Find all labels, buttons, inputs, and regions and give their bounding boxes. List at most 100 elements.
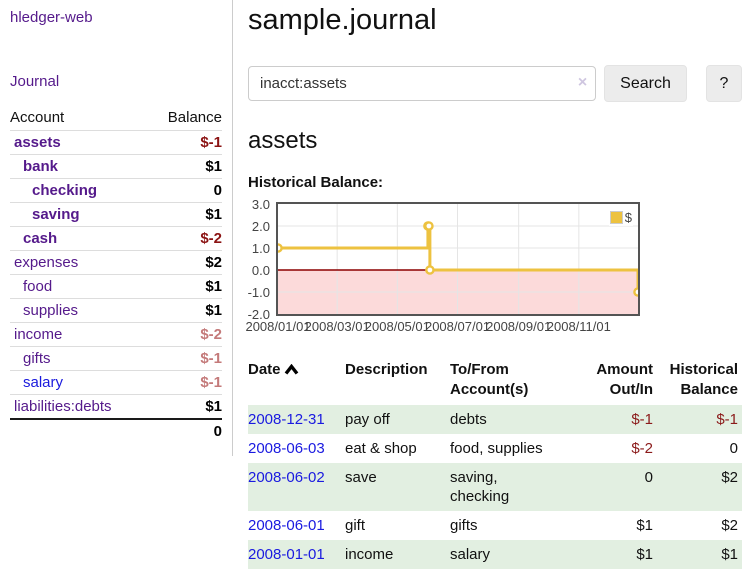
account-balance: $-2 [148,322,222,347]
account-row: saving $1 [10,202,222,227]
accounts-total-balance: 0 [148,418,222,443]
x-tick-label: 2008/11/01 [546,319,611,334]
transaction-description: gift [345,517,366,534]
account-row: supplies $1 [10,298,222,323]
accounts-header-balance: Balance [167,109,222,126]
transaction-amount: $1 [636,517,653,534]
search-form: × Search ? [248,65,742,102]
historical-balance-chart[interactable]: 3.0 2.0 1.0 0.0 -1.0 -2.0 $ 2008/01/01 2008/03… [245,198,742,336]
transaction-date-link[interactable]: 2008-06-01 [248,517,325,534]
account-row: food $1 [10,274,222,299]
x-tick-label: 2008/07/01 [424,319,491,334]
account-heading: assets [248,127,318,154]
register-header-balance: Historical Balance [669,361,738,398]
account-link[interactable]: checking [32,182,98,199]
transaction-description: save [345,469,377,486]
chart-svg [278,204,638,314]
accounts-header-account: Account [10,109,65,126]
chart-data-point [424,221,434,231]
x-tick-label: 2008/09/01 [486,319,552,334]
transaction-accounts: debts [450,411,487,428]
account-row: gifts $-1 [10,346,222,371]
account-balance: $-2 [148,226,222,251]
sidebar: hledger-web Journal Account Balance asse… [0,0,233,456]
y-tick-label: 2.0 [251,219,270,234]
transaction-accounts: food, supplies [450,440,543,457]
account-balance: $1 [148,274,222,299]
account-row: assets $-1 [10,130,222,155]
register-header-date[interactable]: Date [248,358,345,405]
transaction-row: 2008-06-01 gift gifts $1 $2 [248,511,742,540]
account-link[interactable]: assets [14,134,61,151]
legend-swatch-icon [609,211,623,224]
account-link[interactable]: bank [23,158,59,175]
account-row: liabilities:debts $1 [10,394,222,419]
accounts-table: Account Balance assets $-1 bank $1 checking 0… [10,107,222,443]
accounts-total-row: 0 [10,418,222,443]
chart-plot-area[interactable]: $ [276,202,640,316]
transaction-date-link[interactable]: 2008-12-31 [248,411,325,428]
chart-legend: $ [608,209,633,226]
transaction-amount: $1 [636,546,653,563]
x-tick-label: 2008/05/01 [364,319,430,334]
account-row: checking 0 [10,178,222,203]
account-balance: $1 [148,298,222,323]
transaction-date-link[interactable]: 2008-06-03 [248,440,325,457]
y-tick-label: 3.0 [251,197,270,212]
account-balance: $-1 [148,130,222,155]
transaction-row: 2008-06-03 eat & shop food, supplies $-2 0 [248,434,742,463]
account-link[interactable]: supplies [23,302,79,319]
account-link[interactable]: saving [32,206,80,223]
main-content: sample.journal × Search ? assets Histori… [245,0,742,569]
account-balance: 0 [148,178,222,203]
sidebar-item-journal[interactable]: Journal [10,73,60,90]
transaction-balance: 0 [729,440,738,457]
chart-x-axis-labels: 2008/01/01 2008/03/01 2008/05/01 2008/07/01… [245,319,638,335]
x-tick-label: 2008/01/01 [245,319,311,334]
account-link[interactable]: salary [23,374,64,391]
transaction-description: income [345,546,394,563]
account-link[interactable]: liabilities:debts [14,398,112,415]
register-header-amount: Amount Out/In [596,361,653,398]
register-header-tofrom: To/From Account(s) [450,361,529,398]
transaction-date-link[interactable]: 2008-01-01 [248,546,325,563]
transaction-accounts: salary [450,546,491,563]
app-title-link[interactable]: hledger-web [10,9,93,26]
y-tick-label: 0.0 [251,263,270,278]
account-link[interactable]: food [23,278,53,295]
account-link[interactable]: expenses [14,254,79,271]
help-button[interactable]: ? [705,65,742,102]
transaction-row: 2008-12-31 pay off debts $-1 $-1 [248,405,742,434]
transaction-balance: $2 [721,469,738,486]
chart-data-point [633,287,638,297]
account-row: income $-2 [10,322,222,347]
transaction-date-link[interactable]: 2008-06-02 [248,469,325,486]
account-balance: $2 [148,250,222,275]
account-balance: $1 [148,394,222,419]
search-input[interactable] [248,66,597,101]
clear-search-icon[interactable]: × [577,74,588,91]
transaction-description: eat & shop [345,440,417,457]
transaction-balance: $1 [721,546,738,563]
account-row: bank $1 [10,154,222,179]
search-button[interactable]: Search [604,65,687,102]
chart-data-point [425,265,435,275]
account-row: salary $-1 [10,370,222,395]
transaction-accounts: saving, checking [450,469,510,505]
legend-label: $ [624,210,632,225]
register-header-description: Description [345,361,428,378]
transaction-description: pay off [345,411,390,428]
sort-ascending-icon [284,363,298,375]
chart-data-point [278,243,283,253]
chart-y-axis-labels: 3.0 2.0 1.0 0.0 -1.0 -2.0 [247,198,272,321]
account-link[interactable]: income [14,326,63,343]
y-tick-label: -2.0 [247,307,270,322]
transaction-amount: 0 [644,469,653,486]
date-header-label: Date [248,361,281,378]
account-link[interactable]: gifts [23,350,51,367]
transaction-amount: $-2 [631,440,653,457]
y-tick-label: 1.0 [251,241,270,256]
account-balance: $1 [148,154,222,179]
y-tick-label: -1.0 [247,285,270,300]
account-link[interactable]: cash [23,230,58,247]
